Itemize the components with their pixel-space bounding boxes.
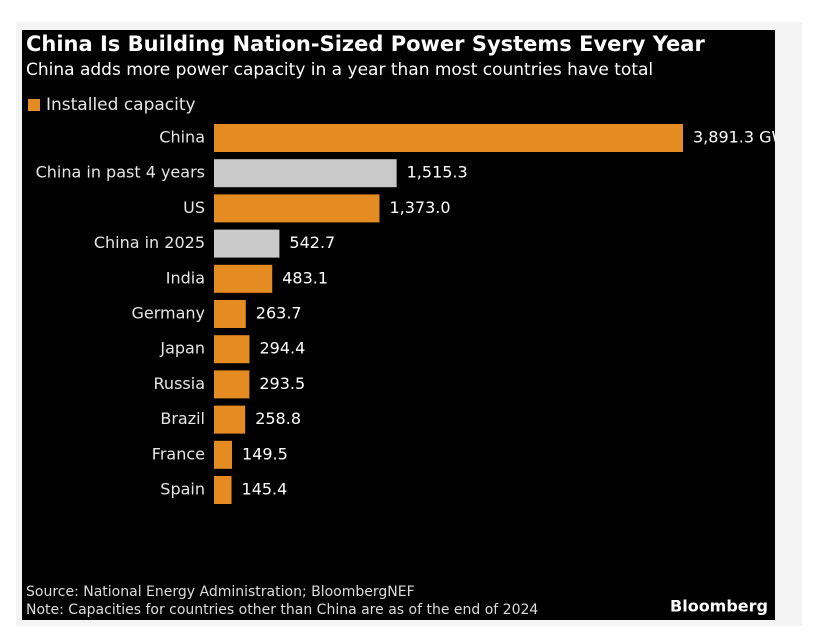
chart-subtitle: China adds more power capacity in a year… [26, 60, 653, 80]
value-label: 263.7 [256, 304, 302, 323]
category-label: US [183, 198, 205, 217]
category-label: India [166, 268, 205, 287]
value-label: 294.4 [259, 339, 305, 358]
value-label: 258.8 [255, 409, 301, 428]
category-label: China [159, 128, 205, 147]
bar [214, 370, 250, 399]
category-label: Russia [154, 374, 205, 393]
bar [214, 300, 246, 328]
legend-swatch [28, 99, 40, 111]
value-label: 149.5 [242, 444, 288, 463]
bar [214, 124, 683, 152]
value-label: 483.1 [282, 268, 328, 287]
chart-title: China Is Building Nation-Sized Power Sys… [26, 32, 705, 56]
bar [214, 264, 273, 293]
category-label: Germany [131, 304, 205, 323]
value-label: 3,891.3 GW [693, 128, 788, 147]
brand-logo: Bloomberg [670, 597, 768, 616]
value-label: 1,373.0 [389, 198, 450, 217]
category-label: China in past 4 years [36, 163, 205, 182]
category-label: France [152, 444, 205, 463]
bar [214, 229, 280, 258]
value-label: 542.7 [289, 233, 335, 252]
category-label: Japan [159, 339, 205, 358]
value-label: 145.4 [242, 480, 288, 499]
bar [214, 194, 380, 223]
bar [214, 405, 246, 434]
bar [214, 440, 233, 469]
value-label: 293.5 [259, 374, 305, 393]
bar [214, 476, 232, 504]
bar [214, 335, 250, 364]
value-label: 1,515.3 [407, 163, 468, 182]
category-label: China in 2025 [94, 233, 205, 252]
note: Note: Capacities for countries other tha… [26, 602, 538, 618]
source: Source: National Energy Administration; … [26, 584, 415, 600]
bar [214, 159, 397, 188]
category-label: Brazil [160, 409, 205, 428]
chart-panel [22, 30, 775, 620]
legend-label: Installed capacity [46, 95, 196, 115]
category-label: Spain [160, 480, 205, 499]
plot: China Is Building Nation-Sized Power Sys… [26, 32, 788, 618]
